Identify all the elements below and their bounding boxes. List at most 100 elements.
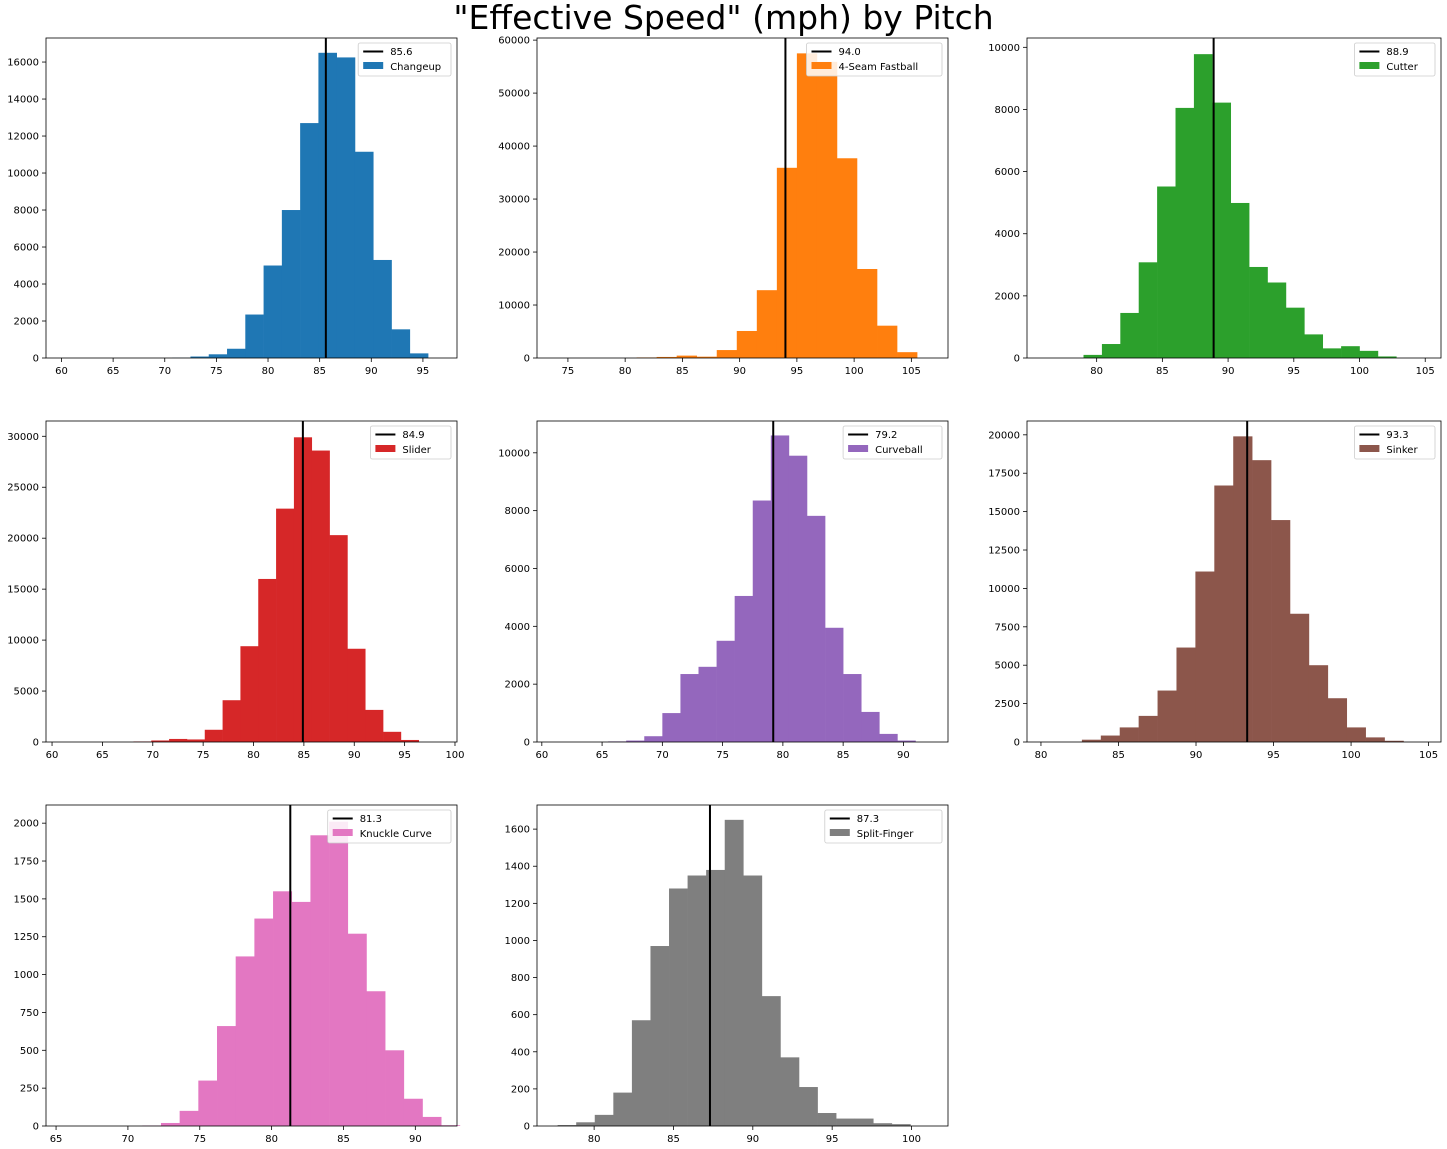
subplot-4-seam-fastball: 75 80 85 90 95 100 105 0 10000 20000 30000 40000 500… [498,36,949,377]
histogram-bar [227,348,246,358]
histogram-bar [190,356,210,358]
x-tick-label: 85 [298,750,311,761]
x-tick-label: 75 [193,1134,206,1145]
y-tick-label: 1200 [505,899,530,910]
histogram-bar [245,314,264,358]
legend-box [327,809,452,844]
subplot-split-finger: 80 85 90 95 10002004006008001000120014001600… [505,804,949,1145]
y-tick-label: 500 [20,1046,39,1057]
histogram-bar [1365,737,1385,742]
histogram-bar [310,835,330,1126]
y-tick-label: 17500 [988,469,1020,480]
x-tick-label: 70 [122,1134,135,1145]
y-tick-label: 4000 [995,229,1020,240]
x-tick-label: 60 [55,366,68,377]
x-tick-label: 100 [1350,366,1369,377]
y-tick-label: 0 [1014,354,1020,365]
histogram-bar [780,1057,800,1126]
histogram-bar [836,158,858,358]
x-tick-label: 95 [826,1134,839,1145]
x-tick-label: 100 [902,1134,921,1145]
y-tick-label: 1000 [505,936,530,947]
legend-pitch-label: 4-Seam Fastball [839,62,919,73]
histogram-bar [336,57,356,358]
axes-frame [45,37,458,359]
legend-pitch-label: Sinker [1386,445,1418,456]
x-tick-label: 65 [96,750,109,761]
x-tick-label: 95 [791,366,804,377]
y-tick-label: 50000 [498,89,530,100]
axes-frame [1026,37,1442,359]
histogram-bar [680,674,699,742]
histogram-bar [861,711,880,742]
x-tick-label: 85 [667,1134,680,1145]
histogram-bar [576,1122,596,1126]
histogram-bar [631,1020,651,1126]
legend-color-swatch [375,445,396,452]
legend-color-swatch [363,62,384,69]
histogram-bar [1341,346,1360,358]
histogram-bar [400,739,420,742]
x-tick-label: 60 [535,750,548,761]
x-tick-label: 80 [619,366,632,377]
histogram-bar [1252,460,1272,742]
x-tick-label: 90 [1222,366,1235,377]
histogram-bar [696,356,718,358]
histogram-bar [1346,727,1366,742]
histogram-bar [650,946,670,1126]
histogram-bar [151,740,170,742]
y-tick-label: 2500 [995,699,1020,710]
histogram-bar [724,819,744,1126]
x-tick-label: 70 [656,750,669,761]
histogram-bar [235,956,255,1126]
legend: 85.6 Changeup [357,42,452,77]
legend: 84.9 Slider [369,425,452,460]
histogram-bar [300,123,319,359]
x-tick-label: 85 [1112,750,1125,761]
histogram-bar [1195,571,1215,742]
y-tick-label: 800 [511,973,530,984]
subplot-sinker: 80 85 90 95 100 105 0 2500 5000 7500 10000 12500 150… [988,420,1442,761]
histogram-bar [734,595,754,742]
legend-color-swatch [848,445,869,452]
y-tick-label: 12500 [988,546,1020,557]
histogram-bar [160,1122,180,1126]
x-tick-label: 80 [588,1134,601,1145]
legend-pitch-label: Knuckle Curve [360,829,432,840]
histogram-bar [217,1026,236,1126]
y-tick-label: 6000 [995,167,1020,178]
y-tick-label: 60000 [498,36,530,47]
histogram-bar [557,1125,577,1126]
y-tick-label: 8000 [14,206,39,217]
legend-pitch-label: Curveball [875,445,923,456]
legend-color-swatch [1359,445,1380,452]
legend-pitch-label: Changeup [390,62,441,73]
histogram-bar [179,1110,199,1126]
y-tick-label: 1750 [14,857,39,868]
histogram-bar [796,53,818,359]
histogram-bar [698,666,717,742]
y-tick-label: 600 [511,1010,530,1021]
legend-pitch-label: Split-Finger [857,829,914,840]
histogram-bar [877,325,898,358]
histogram-bar [263,265,283,358]
x-tick-label: 60 [46,750,59,761]
subplot-knuckle-curve: 65 70 75 80 85 90 0 250 500 750 1000 1250 1500 1750 20… [14,804,461,1145]
legend-color-swatch [1359,62,1380,69]
x-tick-label: 100 [1342,750,1361,761]
histogram-bar [1230,202,1250,358]
histogram-bar [409,353,429,358]
x-tick-label: 85 [313,366,326,377]
y-tick-label: 5000 [995,661,1020,672]
y-tick-label: 0 [524,1122,530,1133]
y-tick-label: 2000 [995,291,1020,302]
axes-frame [536,804,949,1127]
x-tick-label: 80 [777,750,790,761]
axes-frame [536,420,949,743]
histogram-bar [806,515,826,742]
histogram-bar [788,455,808,742]
histogram-bar [365,709,384,742]
y-tick-label: 20000 [498,248,530,259]
histogram-bar [1327,698,1348,742]
